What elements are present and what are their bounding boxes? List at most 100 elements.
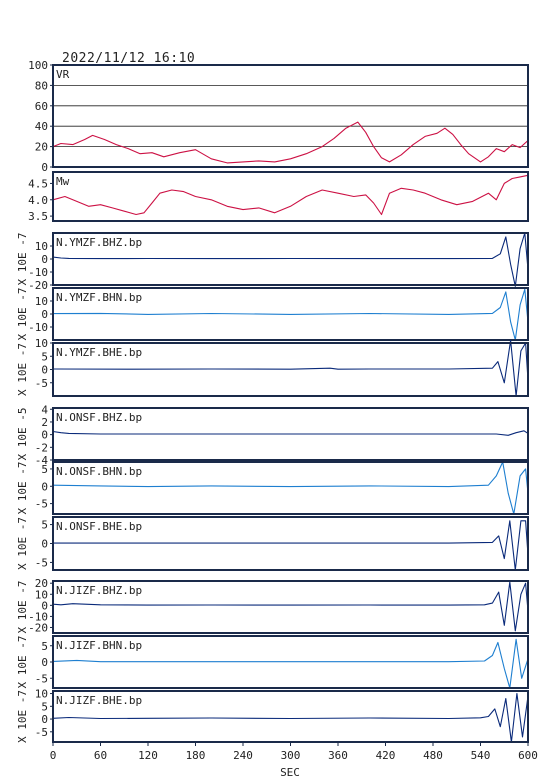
y-tick-label: -2 [35,441,48,454]
panel-frame [52,580,529,634]
y-tick-label: 20 [35,577,48,590]
x-tick-label: 600 [518,749,538,762]
y-tick-label: 0 [41,253,48,266]
y-tick-label: 10 [35,337,48,350]
panel-label: Mw [56,175,70,188]
panel-frame [52,461,529,515]
y-tick-label: -5 [35,556,48,569]
exponent-label: X 10E -7 [16,462,29,515]
x-axis-title: SEC [280,766,300,779]
panel-label: N.JIZF.BHN.bp [56,639,142,652]
y-tick-label: 10 [35,240,48,253]
exponent-label: X 10E -7 [16,517,29,570]
exponent-label: X 10E -7 [16,343,29,396]
y-tick-label: -10 [28,321,48,334]
x-tick-label: 60 [94,749,107,762]
y-tick-label: 0 [41,429,48,442]
series-line [52,232,529,287]
exponent-label: X 10E -7 [16,233,29,286]
panel-label: N.YMZF.BHN.bp [56,291,142,304]
y-tick-label: 10 [35,688,48,701]
series-line [52,692,529,743]
y-tick-label: 0 [41,656,48,669]
y-tick-label: 5 [41,700,48,713]
panel-0: 0 20 40 60 80 100 VR [28,59,529,174]
exponent-label: X 10E -7 [16,288,29,341]
y-tick-label: -20 [28,279,48,292]
x-tick-label: 360 [328,749,348,762]
y-tick-label: -10 [28,610,48,623]
panel-label: N.ONSF.BHN.bp [56,465,142,478]
panel-frame [52,171,529,222]
y-tick-label: 4 [41,403,48,416]
x-tick-label: 540 [471,749,491,762]
x-tick-label: 420 [376,749,396,762]
y-tick-label: 0 [41,364,48,377]
panel-label: N.YMZF.BHZ.bp [56,236,142,249]
series-line [52,339,529,397]
panel-1: 3.5 4.0 4.5 Mw [28,171,529,223]
y-tick-label: 0 [41,161,48,174]
y-tick-label: -5 [35,726,48,739]
panel-frame [52,64,529,168]
y-tick-label: 3.5 [28,210,48,223]
panel-label: VR [56,68,70,81]
x-tick-label: 300 [281,749,301,762]
y-tick-label: 5 [41,640,48,653]
x-tick-label: 240 [233,749,253,762]
panel-9: -5 0 5 N.JIZF.BHN.bp X 10E -7 [16,635,529,689]
series-line [52,430,529,436]
panel-label: N.JIZF.BHE.bp [56,694,142,707]
y-tick-label: 0 [41,538,48,551]
y-tick-label: -20 [28,621,48,634]
y-tick-label: 80 [35,79,48,92]
y-tick-label: 5 [41,350,48,363]
exponent-label: X 10E -7 [16,581,29,634]
figure-title: 2022/11/12 16:10 [62,51,195,66]
y-tick-label: 0 [41,713,48,726]
y-tick-label: -5 [35,377,48,390]
exponent-label: X 10E -7 [16,636,29,689]
y-tick-label: -10 [28,266,48,279]
y-tick-label: -4 [35,454,49,467]
x-tick-label: 180 [186,749,206,762]
panel-6: -5 0 5 N.ONSF.BHN.bp X 10E -7 [16,461,529,515]
panel-frame [52,516,529,571]
y-tick-label: 40 [35,120,48,133]
panel-label: N.ONSF.BHZ.bp [56,411,142,424]
y-tick-label: -5 [35,672,48,685]
y-tick-label: 5 [41,463,48,476]
y-tick-label: 10 [35,295,48,308]
y-tick-label: 0 [41,308,48,321]
series-line [52,461,529,515]
series-line [52,581,529,632]
y-tick-label: 100 [28,59,48,72]
series-line [53,520,529,571]
y-tick-label: 20 [35,141,48,154]
y-tick-label: -5 [35,498,48,511]
x-tick-label: 120 [138,749,158,762]
y-tick-label: 5 [41,519,48,532]
y-tick-label: 4.0 [28,194,48,207]
panel-frame [52,407,529,461]
panel-frame [52,232,529,286]
series-line [52,638,529,689]
series-line [52,288,529,341]
y-tick-label: 10 [35,588,48,601]
y-tick-label: 2 [41,416,48,429]
panel-frame [52,287,529,341]
exponent-label: X 10E -7 [16,690,29,743]
exponent-label: X 10E -5 [16,408,29,461]
panel-label: N.YMZF.BHE.bp [56,346,142,359]
x-axis: 0 60 120 180 240 300 360 420 480 540 600 [50,742,538,762]
series-line [52,174,529,216]
panel-label: N.JIZF.BHZ.bp [56,584,142,597]
y-tick-label: 4.5 [28,177,48,190]
